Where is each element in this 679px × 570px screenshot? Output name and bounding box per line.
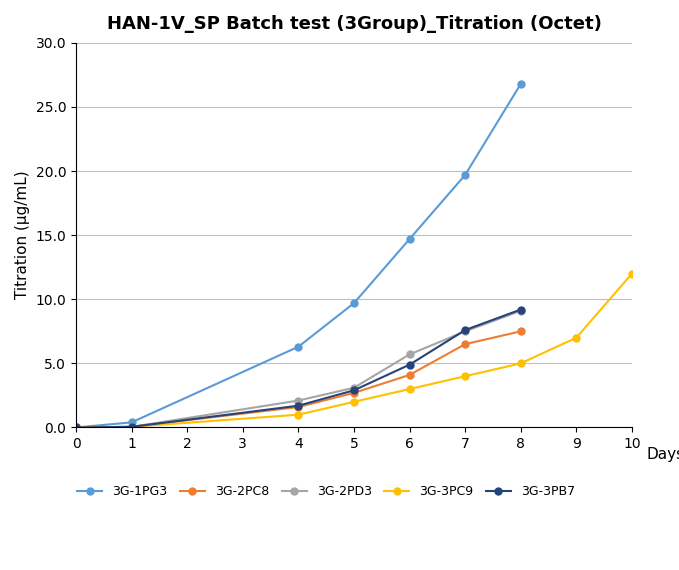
- 3G-3PC9: [405, 385, 414, 392]
- 3G-3PB7: [461, 327, 469, 333]
- 3G-3PB7: [350, 387, 358, 394]
- 3G-3PB7: [128, 424, 136, 430]
- Line: 3G-2PD3: 3G-2PD3: [73, 307, 524, 431]
- 3G-1PG3: [350, 300, 358, 307]
- 3G-2PC8: [350, 389, 358, 396]
- 3G-1PG3: [405, 235, 414, 242]
- Line: 3G-3PB7: 3G-3PB7: [73, 306, 524, 431]
- 3G-3PC9: [461, 373, 469, 380]
- 3G-3PB7: [405, 361, 414, 368]
- 3G-3PC9: [350, 398, 358, 405]
- 3G-2PC8: [461, 341, 469, 348]
- 3G-2PC8: [405, 372, 414, 378]
- 3G-2PC8: [72, 424, 80, 431]
- X-axis label: Days: Days: [646, 447, 679, 462]
- 3G-1PG3: [128, 419, 136, 426]
- 3G-1PG3: [461, 172, 469, 178]
- 3G-2PC8: [128, 424, 136, 430]
- 3G-2PD3: [128, 424, 136, 430]
- Legend: 3G-1PG3, 3G-2PC8, 3G-2PD3, 3G-3PC9, 3G-3PB7: 3G-1PG3, 3G-2PC8, 3G-2PD3, 3G-3PC9, 3G-3…: [73, 480, 580, 503]
- 3G-3PC9: [517, 360, 525, 367]
- 3G-3PC9: [128, 424, 136, 430]
- Line: 3G-1PG3: 3G-1PG3: [73, 80, 524, 431]
- 3G-3PC9: [628, 270, 636, 277]
- 3G-2PD3: [294, 397, 302, 404]
- 3G-1PG3: [517, 80, 525, 87]
- 3G-2PD3: [405, 351, 414, 358]
- 3G-1PG3: [72, 424, 80, 431]
- 3G-3PC9: [294, 411, 302, 418]
- 3G-3PB7: [294, 402, 302, 409]
- 3G-3PC9: [72, 424, 80, 431]
- 3G-3PB7: [72, 424, 80, 431]
- 3G-3PC9: [572, 335, 581, 341]
- 3G-2PC8: [294, 404, 302, 410]
- Y-axis label: Titration (μg/mL): Titration (μg/mL): [15, 171, 30, 299]
- Line: 3G-2PC8: 3G-2PC8: [73, 328, 524, 431]
- 3G-1PG3: [294, 343, 302, 350]
- Line: 3G-3PC9: 3G-3PC9: [73, 270, 636, 431]
- 3G-2PD3: [517, 307, 525, 314]
- 3G-2PD3: [461, 328, 469, 335]
- 3G-2PD3: [72, 424, 80, 431]
- 3G-2PC8: [517, 328, 525, 335]
- Title: HAN-1V_SP Batch test (3Group)_Titration (Octet): HAN-1V_SP Batch test (3Group)_Titration …: [107, 15, 602, 33]
- 3G-2PD3: [350, 384, 358, 391]
- 3G-3PB7: [517, 306, 525, 313]
